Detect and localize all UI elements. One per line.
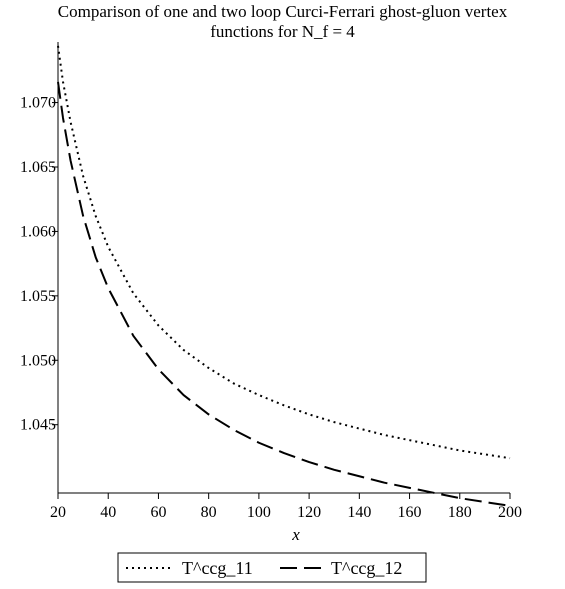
x-tick-label: 180 — [448, 504, 472, 521]
x-tick-label: 40 — [100, 504, 116, 521]
x-axis-ticks: 20 40 60 80 100 120 140 160 180 200 — [50, 493, 522, 521]
legend-label-series-2: T^ccg_12 — [331, 558, 402, 578]
x-axis-label: x — [291, 525, 300, 544]
chart-title-line-1: Comparison of one and two loop Curci-Fer… — [57, 2, 508, 21]
y-tick-label: 1.070 — [20, 95, 56, 112]
series-line-1 — [57, 45, 511, 460]
x-tick-label: 100 — [247, 504, 271, 521]
y-tick-label: 1.055 — [20, 288, 56, 305]
chart-title-line-2: functions for N_f = 4 — [210, 22, 355, 41]
x-tick-label: 60 — [150, 504, 166, 521]
legend-label-series-1: T^ccg_11 — [182, 558, 253, 578]
y-tick-label: 1.060 — [20, 223, 56, 240]
series-layer — [57, 45, 511, 507]
x-tick-label: 80 — [201, 504, 217, 521]
y-axis-ticks: 1.045 1.050 1.055 1.060 1.065 1.070 — [20, 95, 58, 434]
y-tick-label: 1.065 — [20, 159, 56, 176]
x-tick-label: 20 — [50, 504, 66, 521]
series-line-2 — [57, 81, 511, 507]
y-tick-label: 1.050 — [20, 352, 56, 369]
x-tick-label: 120 — [297, 504, 321, 521]
x-tick-label: 200 — [498, 504, 522, 521]
legend: T^ccg_11 T^ccg_12 — [117, 552, 427, 583]
x-tick-label: 140 — [347, 504, 371, 521]
x-tick-label: 160 — [398, 504, 422, 521]
y-tick-label: 1.045 — [20, 417, 56, 434]
